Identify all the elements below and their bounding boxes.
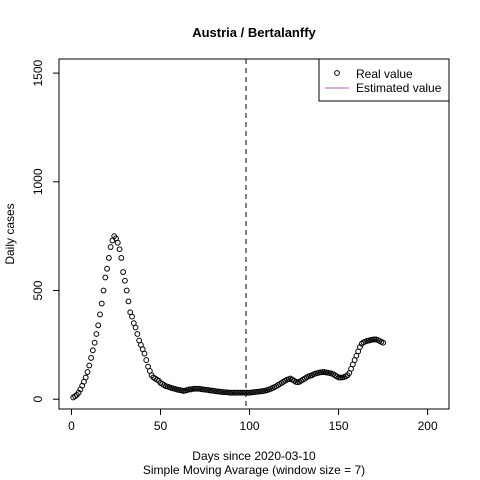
y-tick-label: 1000 <box>31 168 45 195</box>
data-point <box>100 287 107 294</box>
data-point <box>120 269 127 275</box>
data-point <box>207 387 214 394</box>
data-point <box>95 322 102 329</box>
x-tick-label: 0 <box>68 419 75 433</box>
data-point <box>93 331 100 337</box>
data-point <box>380 339 387 346</box>
x-axis: 0 50 100 150 200 <box>68 409 438 433</box>
data-point <box>193 385 200 392</box>
y-axis: 0 500 1000 1500 <box>31 59 59 403</box>
legend-label-real-value: Real value <box>356 67 413 81</box>
data-point <box>86 362 93 369</box>
data-point <box>232 389 239 396</box>
legend-label-estimated-value: Estimated value <box>356 81 442 95</box>
data-point <box>82 374 89 381</box>
data-point <box>234 389 240 396</box>
data-point <box>239 389 246 396</box>
data-point <box>129 313 135 320</box>
data-point <box>143 357 150 363</box>
data-point <box>195 385 201 392</box>
data-point <box>235 389 242 396</box>
data-point <box>84 369 91 375</box>
data-point <box>116 246 123 253</box>
data-point <box>319 369 326 375</box>
data-point <box>123 287 130 294</box>
x-tick-label: 150 <box>329 419 349 433</box>
data-point <box>114 239 121 246</box>
data-point <box>191 385 198 392</box>
x-tick-label: 200 <box>418 419 438 433</box>
data-point <box>91 339 98 346</box>
data-point <box>118 255 125 261</box>
data-point <box>98 300 105 307</box>
data-point <box>241 389 248 396</box>
plot-frame <box>58 58 450 410</box>
y-axis-label: Daily cases <box>3 203 17 264</box>
real-value-series <box>70 233 387 401</box>
data-point <box>186 386 192 393</box>
data-point <box>121 277 128 284</box>
data-point <box>335 374 342 381</box>
data-point <box>221 389 228 396</box>
x-tick-label: 100 <box>240 419 260 433</box>
data-point <box>89 347 96 354</box>
legend: Real value Estimated value <box>318 58 450 102</box>
data-point <box>134 331 141 337</box>
legend-symbol-real-value <box>334 70 340 76</box>
data-point <box>243 389 249 396</box>
y-tick-label: 500 <box>31 280 45 300</box>
x-tick-label: 50 <box>154 419 168 433</box>
data-point <box>125 298 132 305</box>
chart-title: Austria / Bertalanffy <box>192 25 316 40</box>
data-point <box>337 374 344 381</box>
data-point <box>244 389 251 396</box>
data-point <box>141 350 148 357</box>
data-point <box>105 255 112 261</box>
data-point <box>107 244 114 250</box>
data-point <box>237 389 244 396</box>
data-point <box>230 389 237 396</box>
x-axis-sublabel: Simple Moving Avarage (window size = 7) <box>143 463 365 477</box>
y-tick-label: 0 <box>31 396 45 403</box>
data-point <box>104 265 110 272</box>
data-point <box>88 355 94 361</box>
legend-box <box>318 58 450 102</box>
data-point <box>102 274 109 281</box>
data-point <box>97 311 103 318</box>
data-point <box>228 389 235 396</box>
data-point <box>371 336 378 343</box>
data-point <box>132 324 139 331</box>
data-point <box>227 389 233 396</box>
x-axis-label: Days since 2020-03-10 <box>192 449 316 463</box>
y-tick-label: 1500 <box>31 59 45 86</box>
